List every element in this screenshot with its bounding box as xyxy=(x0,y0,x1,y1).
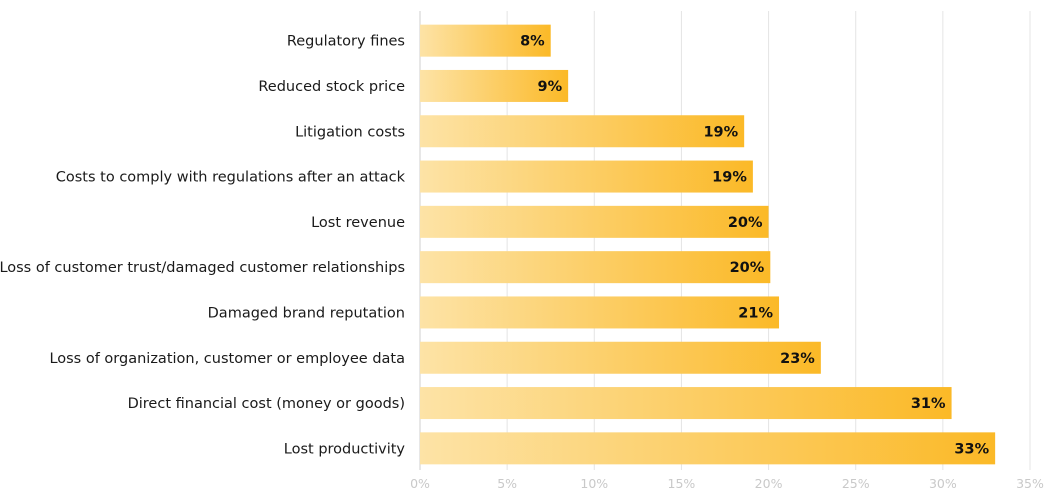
category-label: Loss of customer trust/damaged customer … xyxy=(0,260,405,276)
bar xyxy=(420,160,753,193)
bar-value-label: 8% xyxy=(520,34,545,50)
bar-value-label: 33% xyxy=(954,441,989,457)
bar xyxy=(420,432,996,465)
bar-value-label: 9% xyxy=(538,79,563,95)
bar xyxy=(420,69,569,102)
bars: 8% 9% 19% 19% 20% 20% 21% 23% 31% 33% xyxy=(420,24,996,465)
bar-value-label: 20% xyxy=(730,260,765,276)
x-tick-label: 0% xyxy=(410,476,430,490)
bar xyxy=(420,24,551,57)
bar-value-label: 20% xyxy=(728,215,763,231)
category-labels: Regulatory fines Reduced stock price Litig… xyxy=(0,34,406,458)
bar xyxy=(420,115,745,148)
bar xyxy=(420,341,821,374)
x-tick-label: 30% xyxy=(929,476,957,490)
bar-value-label: 23% xyxy=(780,351,815,367)
bar xyxy=(420,205,769,238)
x-tick-label: 15% xyxy=(668,476,696,490)
category-label: Damaged brand reputation xyxy=(208,305,405,321)
category-label: Direct financial cost (money or goods) xyxy=(128,396,405,412)
category-label: Litigation costs xyxy=(295,124,405,140)
bar xyxy=(420,251,771,284)
x-tick-label: 20% xyxy=(755,476,783,490)
category-label: Lost revenue xyxy=(311,215,405,231)
x-tick-label: 35% xyxy=(1016,476,1044,490)
bar-value-label: 19% xyxy=(703,124,738,140)
bar-value-label: 19% xyxy=(712,170,747,186)
x-tick-label: 10% xyxy=(580,476,608,490)
x-tick-label: 25% xyxy=(842,476,870,490)
category-label: Reduced stock price xyxy=(258,79,405,95)
gridlines xyxy=(419,11,1031,470)
x-tick-label: 5% xyxy=(497,476,517,490)
category-label: Loss of organization, customer or employ… xyxy=(49,351,405,367)
bar-value-label: 21% xyxy=(738,305,773,321)
category-label: Costs to comply with regulations after a… xyxy=(56,170,406,186)
category-label: Lost productivity xyxy=(284,441,406,457)
x-axis-ticks: 0% 5% 10% 15% 20% 25% 30% 35% xyxy=(410,476,1044,490)
bar xyxy=(420,387,952,420)
bar-value-label: 31% xyxy=(911,396,946,412)
bar xyxy=(420,296,780,329)
category-label: Regulatory fines xyxy=(287,34,405,50)
